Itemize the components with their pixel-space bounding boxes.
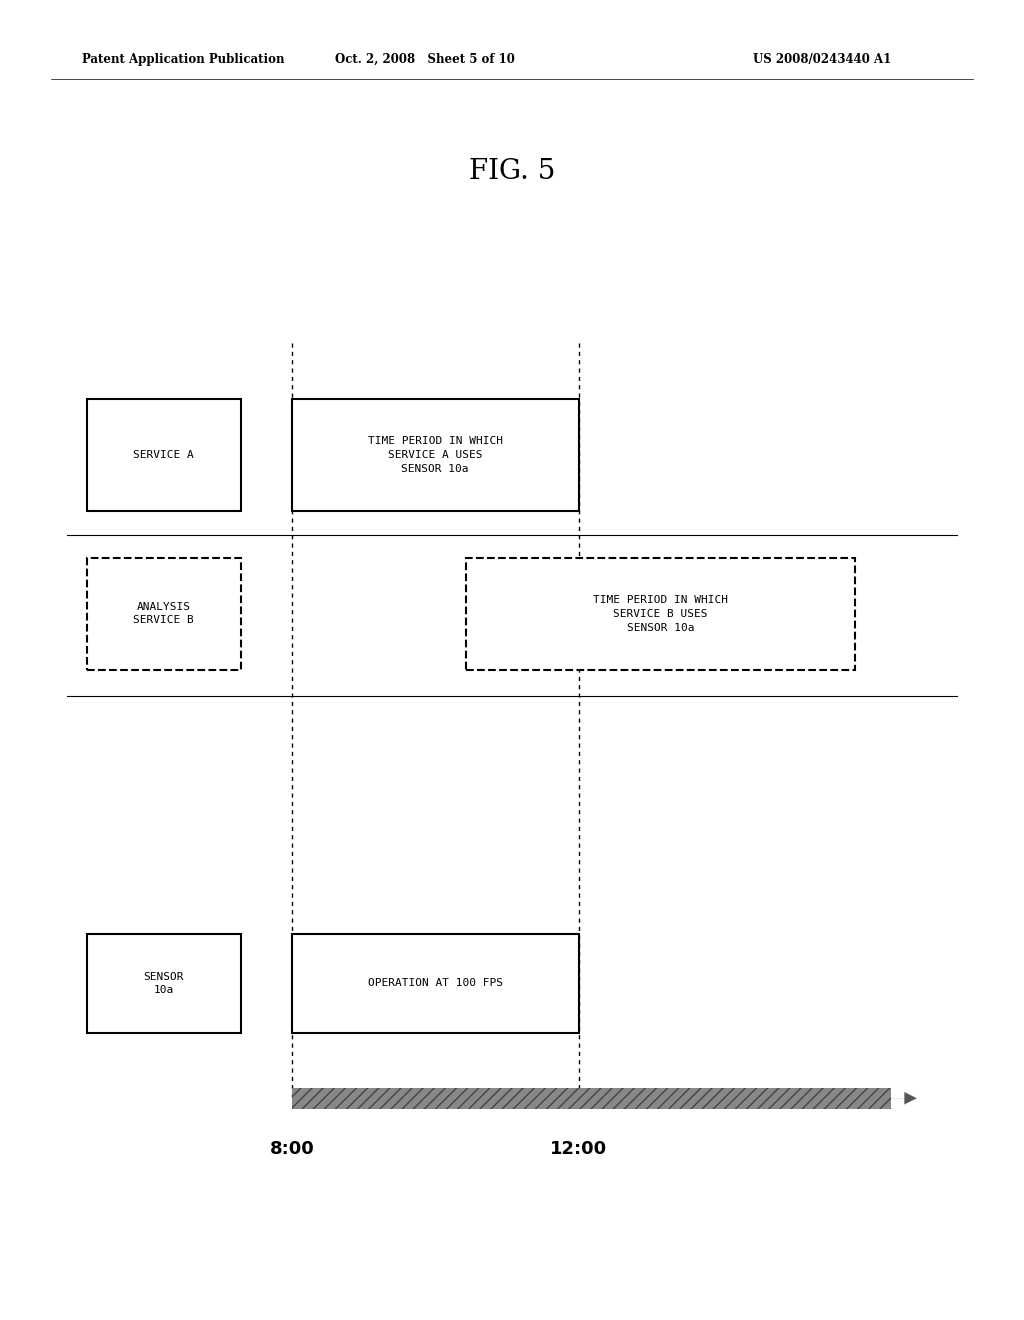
Bar <box>87 399 241 511</box>
Bar <box>292 935 579 1032</box>
Text: US 2008/0243440 A1: US 2008/0243440 A1 <box>753 53 891 66</box>
Bar <box>87 935 241 1032</box>
Bar <box>292 399 579 511</box>
Text: OPERATION AT 100 FPS: OPERATION AT 100 FPS <box>368 978 503 989</box>
Text: ANALYSIS
SERVICE B: ANALYSIS SERVICE B <box>133 602 195 626</box>
Text: TIME PERIOD IN WHICH
SERVICE A USES
SENSOR 10a: TIME PERIOD IN WHICH SERVICE A USES SENS… <box>368 437 503 474</box>
Text: FIG. 5: FIG. 5 <box>469 158 555 185</box>
Text: Patent Application Publication: Patent Application Publication <box>82 53 285 66</box>
Bar <box>87 557 241 671</box>
Text: SERVICE A: SERVICE A <box>133 450 195 461</box>
Text: SENSOR
10a: SENSOR 10a <box>143 972 184 995</box>
Text: Oct. 2, 2008   Sheet 5 of 10: Oct. 2, 2008 Sheet 5 of 10 <box>335 53 515 66</box>
Text: TIME PERIOD IN WHICH
SERVICE B USES
SENSOR 10a: TIME PERIOD IN WHICH SERVICE B USES SENS… <box>593 595 728 632</box>
Text: 8:00: 8:00 <box>269 1140 314 1159</box>
Text: 12:00: 12:00 <box>550 1140 607 1159</box>
Bar <box>466 557 855 671</box>
